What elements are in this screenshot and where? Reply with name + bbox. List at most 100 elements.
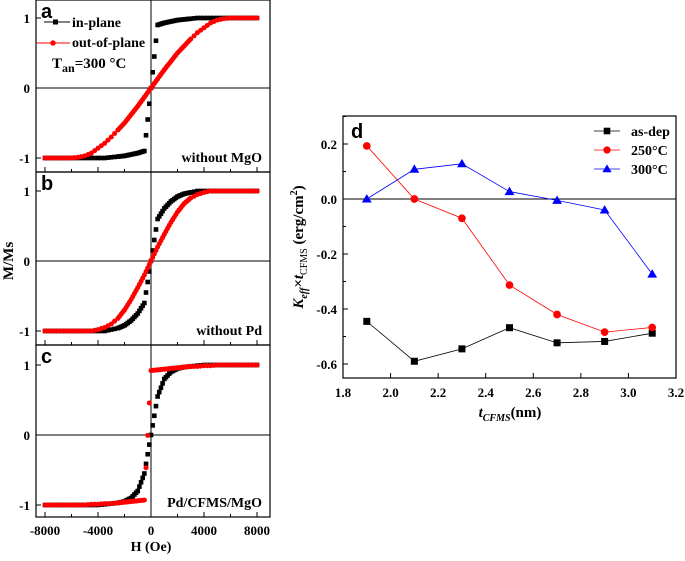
data-point	[95, 155, 101, 161]
data-point	[648, 329, 656, 337]
x-tick-label: 2.4	[478, 385, 495, 400]
data-point	[188, 36, 194, 42]
plot-frame	[35, 344, 271, 518]
data-point	[160, 208, 165, 214]
x-tick-label: -4000	[83, 523, 113, 538]
x-tick-label: 2.2	[430, 385, 446, 400]
y-tick-label: -1	[19, 151, 30, 166]
data-point	[145, 432, 151, 438]
data-point	[145, 279, 150, 285]
x-tick-label: -8000	[30, 523, 60, 538]
series-out-of-plane	[42, 362, 260, 508]
y-tick-label: -0.6	[316, 357, 337, 372]
data-point	[135, 311, 141, 316]
data-point	[85, 155, 91, 161]
data-point	[505, 281, 514, 289]
panel-b: 1 0 -1 b without Pd	[19, 171, 271, 346]
data-point	[142, 471, 147, 476]
y-tick-label: 0.0	[321, 192, 337, 207]
legend-hysteresis: in-plane out-of-plane Tan=300 °C	[36, 16, 145, 75]
data-point	[146, 400, 152, 406]
y-tick-label: 1	[24, 358, 31, 373]
y-tick-label: 0	[24, 81, 31, 96]
y-tick-label: 0	[24, 254, 31, 269]
legend-label: 300°C	[631, 163, 668, 178]
panel-c: 1 0 -1 c Pd/CFMS/MgO	[19, 344, 271, 518]
data-point	[552, 195, 562, 204]
data-point	[137, 308, 142, 314]
data-point	[191, 33, 197, 39]
data-point	[92, 155, 97, 161]
series-line	[366, 145, 653, 333]
data-point	[198, 15, 203, 21]
panel-label: c	[41, 346, 52, 368]
data-point	[108, 134, 114, 140]
data-point	[506, 324, 513, 332]
data-point	[254, 15, 260, 21]
data-point	[599, 205, 610, 214]
data-point	[137, 484, 142, 489]
x-tick-label: 2.0	[382, 385, 398, 400]
panel-label: b	[41, 173, 53, 195]
x-tick-label: 3.2	[668, 385, 684, 400]
data-point	[155, 216, 160, 222]
data-point	[153, 227, 159, 232]
y-tick-label: -1	[19, 498, 30, 513]
data-point	[153, 38, 159, 44]
data-point	[191, 189, 197, 194]
y-tick-label: 1	[24, 184, 31, 199]
annealing-temperature-note: Tan=300 °C	[52, 56, 126, 75]
data-point	[145, 451, 150, 457]
data-point	[143, 461, 149, 467]
panel-a: 1 0 -1 a without MgO	[19, 0, 271, 173]
legend-marker	[602, 164, 612, 173]
data-point	[140, 303, 146, 308]
data-point	[138, 479, 144, 485]
data-point	[254, 188, 260, 194]
data-point	[362, 142, 371, 150]
data-point	[409, 164, 420, 173]
legend-label-out-of-plane: out-of-plane	[72, 36, 145, 51]
panel-label: d	[351, 121, 363, 143]
y-tick-label: -0.4	[316, 302, 337, 317]
data-point	[147, 101, 152, 107]
y-tick-label: -1	[19, 324, 30, 339]
y-tick-label: -0.2	[316, 247, 337, 262]
data-point	[601, 337, 609, 345]
data-point	[108, 327, 114, 332]
data-point	[143, 290, 149, 295]
data-point	[142, 148, 147, 154]
series-300°C: 300°C	[361, 158, 668, 278]
data-point	[205, 15, 210, 21]
plot-frame	[342, 115, 677, 379]
series-as-dep: as-dep	[363, 125, 670, 365]
data-point	[600, 328, 609, 336]
data-point	[108, 321, 114, 327]
data-point	[147, 269, 152, 274]
series-out-of-plane	[42, 15, 260, 161]
data-point	[152, 413, 157, 419]
series-out-of-plane	[42, 188, 260, 334]
x-tick-label: 1.8	[335, 385, 352, 400]
data-point	[361, 194, 372, 203]
data-point	[410, 195, 419, 203]
data-point	[254, 362, 260, 368]
x-tick-label: 2.8	[573, 385, 590, 400]
data-point	[160, 381, 165, 386]
data-point	[504, 186, 515, 196]
x-tick-label: 8000	[244, 523, 270, 538]
x-axis-label-tcfms: tCFMS(nm)	[479, 405, 542, 424]
panel-label: a	[41, 1, 53, 23]
data-point	[152, 237, 157, 243]
data-point	[647, 269, 658, 278]
series-250°C: 250°C	[362, 142, 668, 336]
data-point	[150, 69, 155, 75]
x-tick-label: 2.6	[525, 385, 542, 400]
data-point	[143, 465, 149, 471]
data-point	[156, 214, 162, 219]
data-point	[102, 155, 107, 161]
data-point	[138, 305, 144, 311]
x-tick-label: 4000	[191, 523, 217, 538]
x-tick-label: 0	[148, 523, 155, 538]
